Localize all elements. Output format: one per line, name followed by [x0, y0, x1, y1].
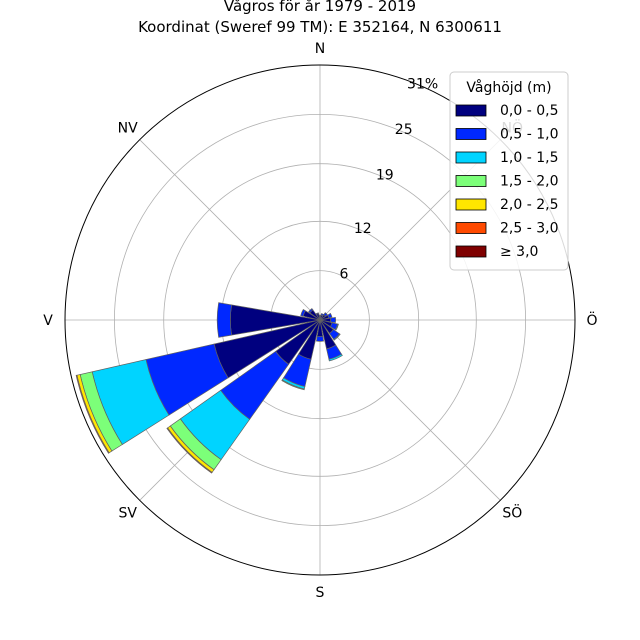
rose-bar-segment [300, 308, 306, 317]
chart-title-line2: Koordinat (Sweref 99 TM): E 352164, N 63… [138, 18, 502, 36]
legend-label: 2,0 - 2,5 [500, 197, 558, 213]
rose-bar-segment [320, 313, 324, 317]
polar-frame [64, 64, 576, 576]
legend-title: Våghöjd (m) [466, 79, 551, 96]
rose-bar-segment [334, 323, 339, 331]
radial-tick-label: 6 [339, 266, 348, 282]
radial-tick-label: 31% [407, 76, 438, 92]
rose-bar-segment [315, 335, 325, 342]
legend-swatch [455, 198, 487, 211]
legend-label: 0,0 - 0,5 [500, 103, 558, 119]
legend-swatch [455, 128, 487, 140]
rose-bar-segment [318, 314, 322, 317]
legend: Våghöjd (m) 0,0 - 0,5 0,5 - 1,0 1,0 - 1,5 1… [449, 71, 569, 271]
rose-bars [75, 302, 343, 474]
grid-spoke [139, 139, 321, 321]
rose-bar-segment [308, 308, 314, 314]
rose-bar-segment [328, 353, 343, 362]
rose-bar-segment [323, 312, 328, 317]
radial-tick-labels: 6 12 19 25 31% [339, 76, 438, 282]
rose-bar-segment [327, 312, 333, 319]
rose-bar-segment [166, 427, 213, 474]
direction-label: Ö [586, 311, 597, 329]
legend-label: 1,0 - 1,5 [500, 150, 558, 166]
rose-bar-segment [216, 302, 233, 338]
rose-bar-segment [315, 312, 319, 315]
grid-spoke [319, 319, 501, 501]
radial-tick-label: 19 [376, 168, 394, 184]
direction-label: NV [118, 121, 138, 137]
direction-label: V [43, 313, 53, 329]
legend-swatch [455, 222, 487, 234]
rose-bar-segment [75, 374, 110, 454]
legend-swatch [455, 245, 487, 258]
legend-label: ≥ 3,0 [500, 244, 538, 260]
legend-box [449, 71, 569, 271]
legend-label: 2,5 - 3,0 [500, 221, 558, 237]
legend-label: 0,5 - 1,0 [500, 127, 558, 143]
legend-items: 0,0 - 0,5 0,5 - 1,0 1,0 - 1,5 1,5 - 2,0 2,0 … [455, 103, 558, 260]
radial-tick-label: 25 [395, 122, 413, 138]
chart-title-line1: Vågros för år 1979 - 2019 [223, 0, 417, 15]
legend-swatch [455, 175, 487, 187]
direction-label: S [316, 585, 325, 601]
radial-tick-label: 12 [354, 221, 372, 237]
rose-bar-segment [281, 379, 305, 391]
rose-bar-segment [330, 316, 336, 324]
direction-label: N [315, 41, 325, 57]
legend-swatch [455, 104, 487, 117]
direction-label: SÖ [502, 503, 522, 521]
legend-label: 1,5 - 2,0 [500, 174, 558, 190]
rose-bar-segment [333, 333, 341, 341]
direction-label: SV [118, 505, 137, 521]
legend-swatch [455, 151, 487, 164]
